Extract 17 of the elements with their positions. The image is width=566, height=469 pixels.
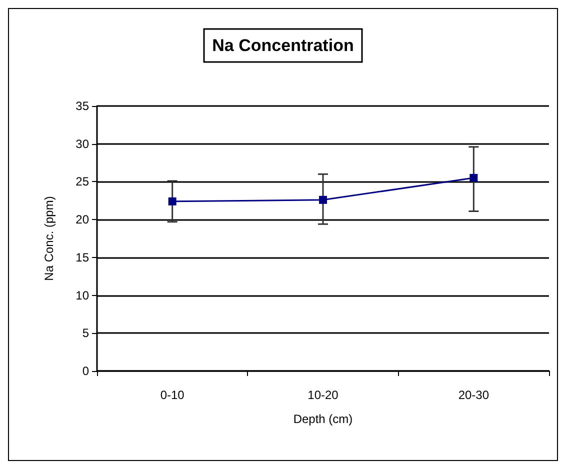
point — [168, 197, 176, 206]
x-tick-label: 20-30 — [458, 388, 490, 402]
y-tick-label: 25 — [76, 174, 90, 189]
chart-title: Na Concentration — [212, 36, 354, 55]
y-tick-label: 20 — [76, 212, 90, 227]
y-tick-label: 0 — [82, 364, 90, 378]
x-tick-label: 10-20 — [308, 388, 339, 402]
y-tick-label: 30 — [76, 136, 90, 151]
y-tick-label: 10 — [76, 288, 90, 302]
y-tick-label: 35 — [76, 99, 90, 113]
y-tick-label: 15 — [76, 250, 90, 264]
point — [470, 174, 478, 182]
y-axis-title: Na Conc. (ppm) — [42, 196, 56, 281]
x-tick-label: 0-10 — [160, 388, 185, 402]
y-tick-label: 5 — [82, 326, 90, 340]
x-axis-title: Depth (cm) — [293, 412, 353, 426]
point — [319, 196, 327, 204]
